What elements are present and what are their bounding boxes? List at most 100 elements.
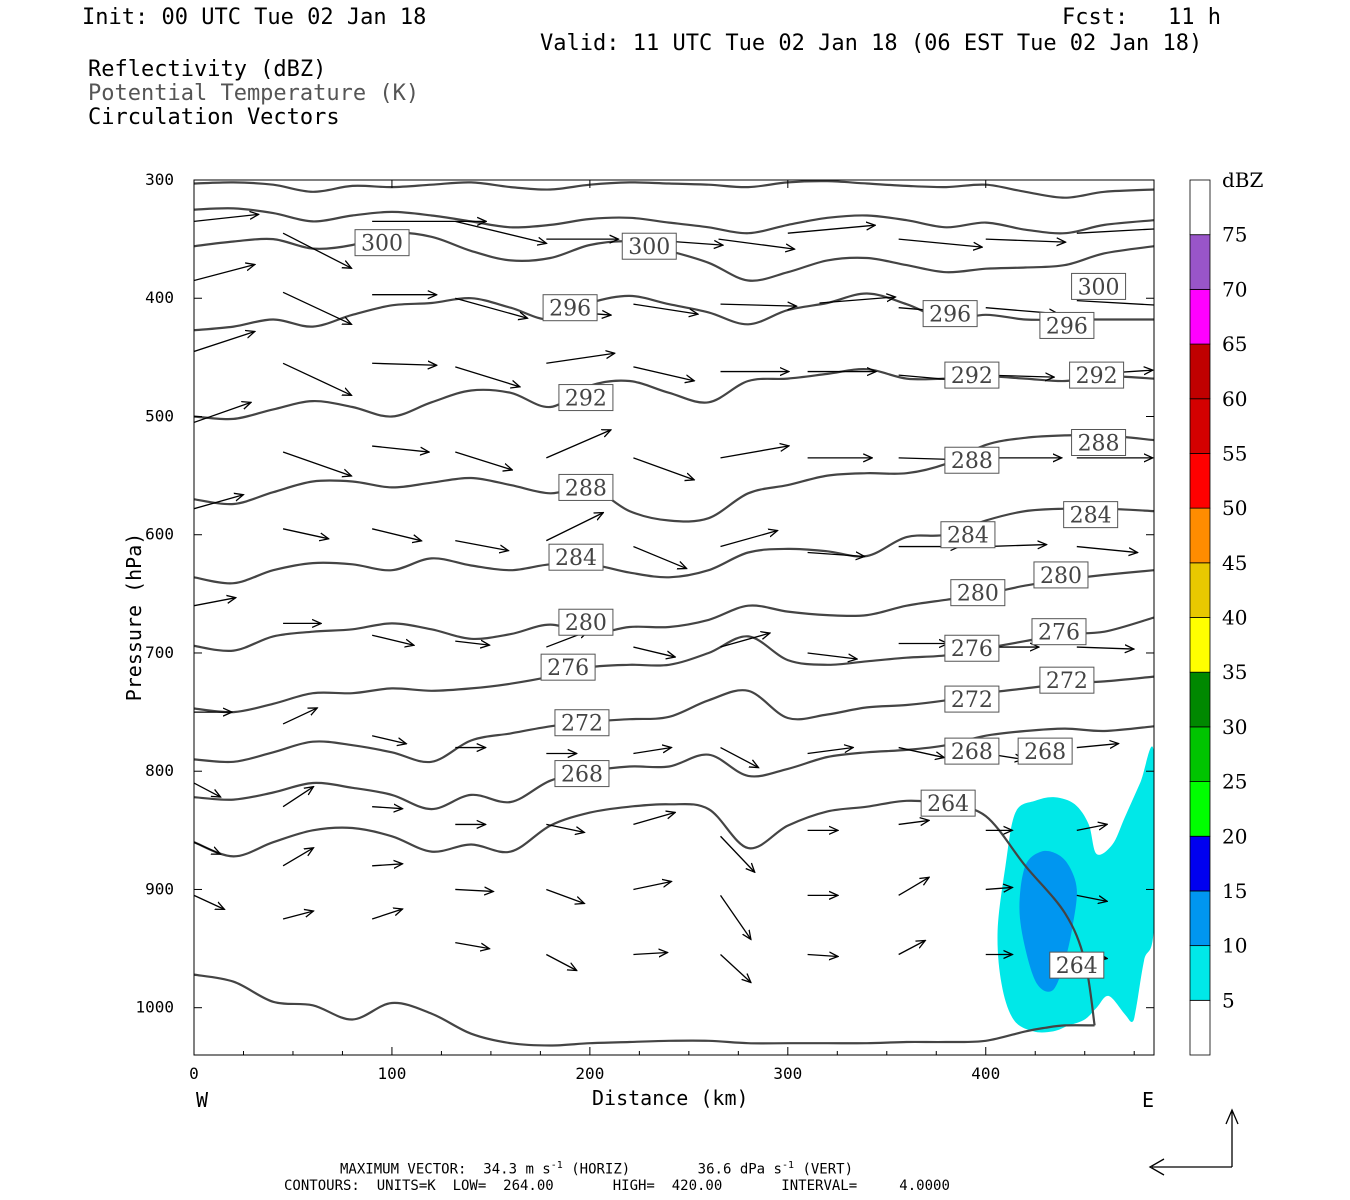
theta-contour-label: 300 [621,232,677,260]
colorbar-level-label: 70 [1222,277,1247,301]
theta-label-text: 288 [1078,432,1120,457]
circulation-vector [633,952,667,954]
colorbar-level-label: 5 [1222,988,1235,1012]
theta-contour-label: 300 [1071,272,1127,300]
circulation-vector [194,782,221,797]
colorbar-segment [1189,617,1211,673]
horiz-unit-exponent: -1 [550,1160,563,1171]
theta-label-text: 300 [628,235,670,260]
colorbar-segment [1189,507,1211,564]
theta-contour-label: 288 [558,473,614,501]
circulation-vector [720,304,797,306]
theta-label-text: 288 [951,449,993,474]
colorbar-title: dBZ [1222,168,1264,192]
vert-unit-exponent: -1 [781,1160,795,1171]
theta-contour-label: 292 [1069,361,1125,389]
theta-label-text: 292 [1076,364,1118,389]
y-tick-label: 1000 [135,998,174,1017]
theta-contour-line [194,569,1154,652]
x-tick-label: 400 [971,1064,1000,1083]
circulation-vector [718,238,795,249]
colorbar-segment [1189,453,1211,509]
colorbar-segment [1189,179,1211,236]
circulation-vector [633,812,675,826]
circulation-vector [282,787,313,808]
circulation-vector [455,220,546,243]
y-tick-label: 800 [145,761,174,780]
colorbar-level-label: 40 [1222,606,1247,630]
circulation-vector [807,652,857,659]
x-tick-label: 0 [189,1064,199,1083]
circulation-vector [194,841,221,854]
theta-contour-label: 272 [944,685,1000,713]
theta-label-text: 296 [549,297,591,322]
theta-contour-label: 284 [548,543,604,571]
theta-label-text: 280 [1040,564,1082,589]
circulation-vector [720,746,759,768]
theta-contour-label: 280 [558,608,614,636]
circulation-vector [455,366,520,387]
theta-contour-label: 288 [944,446,1000,474]
circulation-vector [1076,824,1107,831]
theta-contour-line [194,507,1154,585]
circulation-vector [455,540,508,551]
theta-contour-label: 272 [1039,666,1095,694]
circulation-vector [633,303,698,314]
colorbar-level-label: 10 [1222,934,1247,958]
theta-contour-line [194,433,1154,523]
theta-contour-label: 296 [922,300,978,328]
colorbar-level-label: 15 [1222,879,1247,903]
circulation-vector [455,889,493,891]
theta-contour-label: 264 [1049,951,1105,979]
circulation-vector [898,746,945,758]
theta-contour-label: 284 [940,521,996,549]
circulation-vector [633,646,675,657]
circulation-vector [807,747,854,755]
circulation-vector [1076,299,1154,306]
circulation-vector [985,887,1013,889]
plot-frame [193,179,1155,1056]
circulation-vector [546,953,576,970]
theta-label-text: 300 [1078,275,1120,300]
y-axis-title: Pressure (hPa) [122,532,146,702]
theta-label-text: 300 [361,232,403,257]
circulation-vector [282,451,351,476]
circulation-vector [819,297,895,304]
circulation-vector [194,402,251,424]
theta-label-text: 264 [927,792,969,817]
y-tick-label: 500 [145,406,174,425]
circulation-vector [720,835,755,872]
theta-contour-label: 268 [554,760,610,788]
horiz-tag: (HORIZ) [571,1161,631,1178]
theta-contour-label: 284 [1063,501,1119,529]
circulation-vector [720,954,751,982]
circulation-vector [194,265,255,282]
circulation-vector [546,888,584,903]
theta-label-text: 292 [951,364,993,389]
circulation-vector [282,232,351,268]
x-axis-east-label: E [1142,1088,1155,1112]
theta-label-text: 264 [1056,954,1098,979]
circulation-vector [194,214,259,223]
theta-contour-label: 292 [944,361,1000,389]
theta-contour-label: 300 [354,229,410,257]
forecast-hour-label: Fcst: 11 h [1062,5,1221,30]
colorbar-segment [1189,398,1211,454]
circulation-vector [282,848,313,867]
x-tick-label: 200 [575,1064,604,1083]
colorbar-level-label: 35 [1222,660,1247,684]
circulation-vector [807,552,865,556]
theta-label-text: 288 [565,476,607,501]
colorbar: 5 10 15 20 25 30 35 40 45 50 55 60 65 70 75 dBZ [1189,168,1264,1056]
theta-label-text: 280 [957,582,999,607]
circulation-vector [807,954,838,956]
valid-time-label: Valid: 11 UTC Tue 02 Jan 18 (06 EST Tue … [540,31,1203,56]
circulation-vector [898,877,929,896]
circulation-vector [372,807,402,809]
theta-contour-line [194,616,1154,714]
colorbar-segment [1189,890,1211,947]
colorbar-segment [1189,726,1211,782]
y-tick-label: 600 [145,525,174,544]
colorbar-segment [1189,288,1211,345]
circulation-vector [898,940,926,956]
